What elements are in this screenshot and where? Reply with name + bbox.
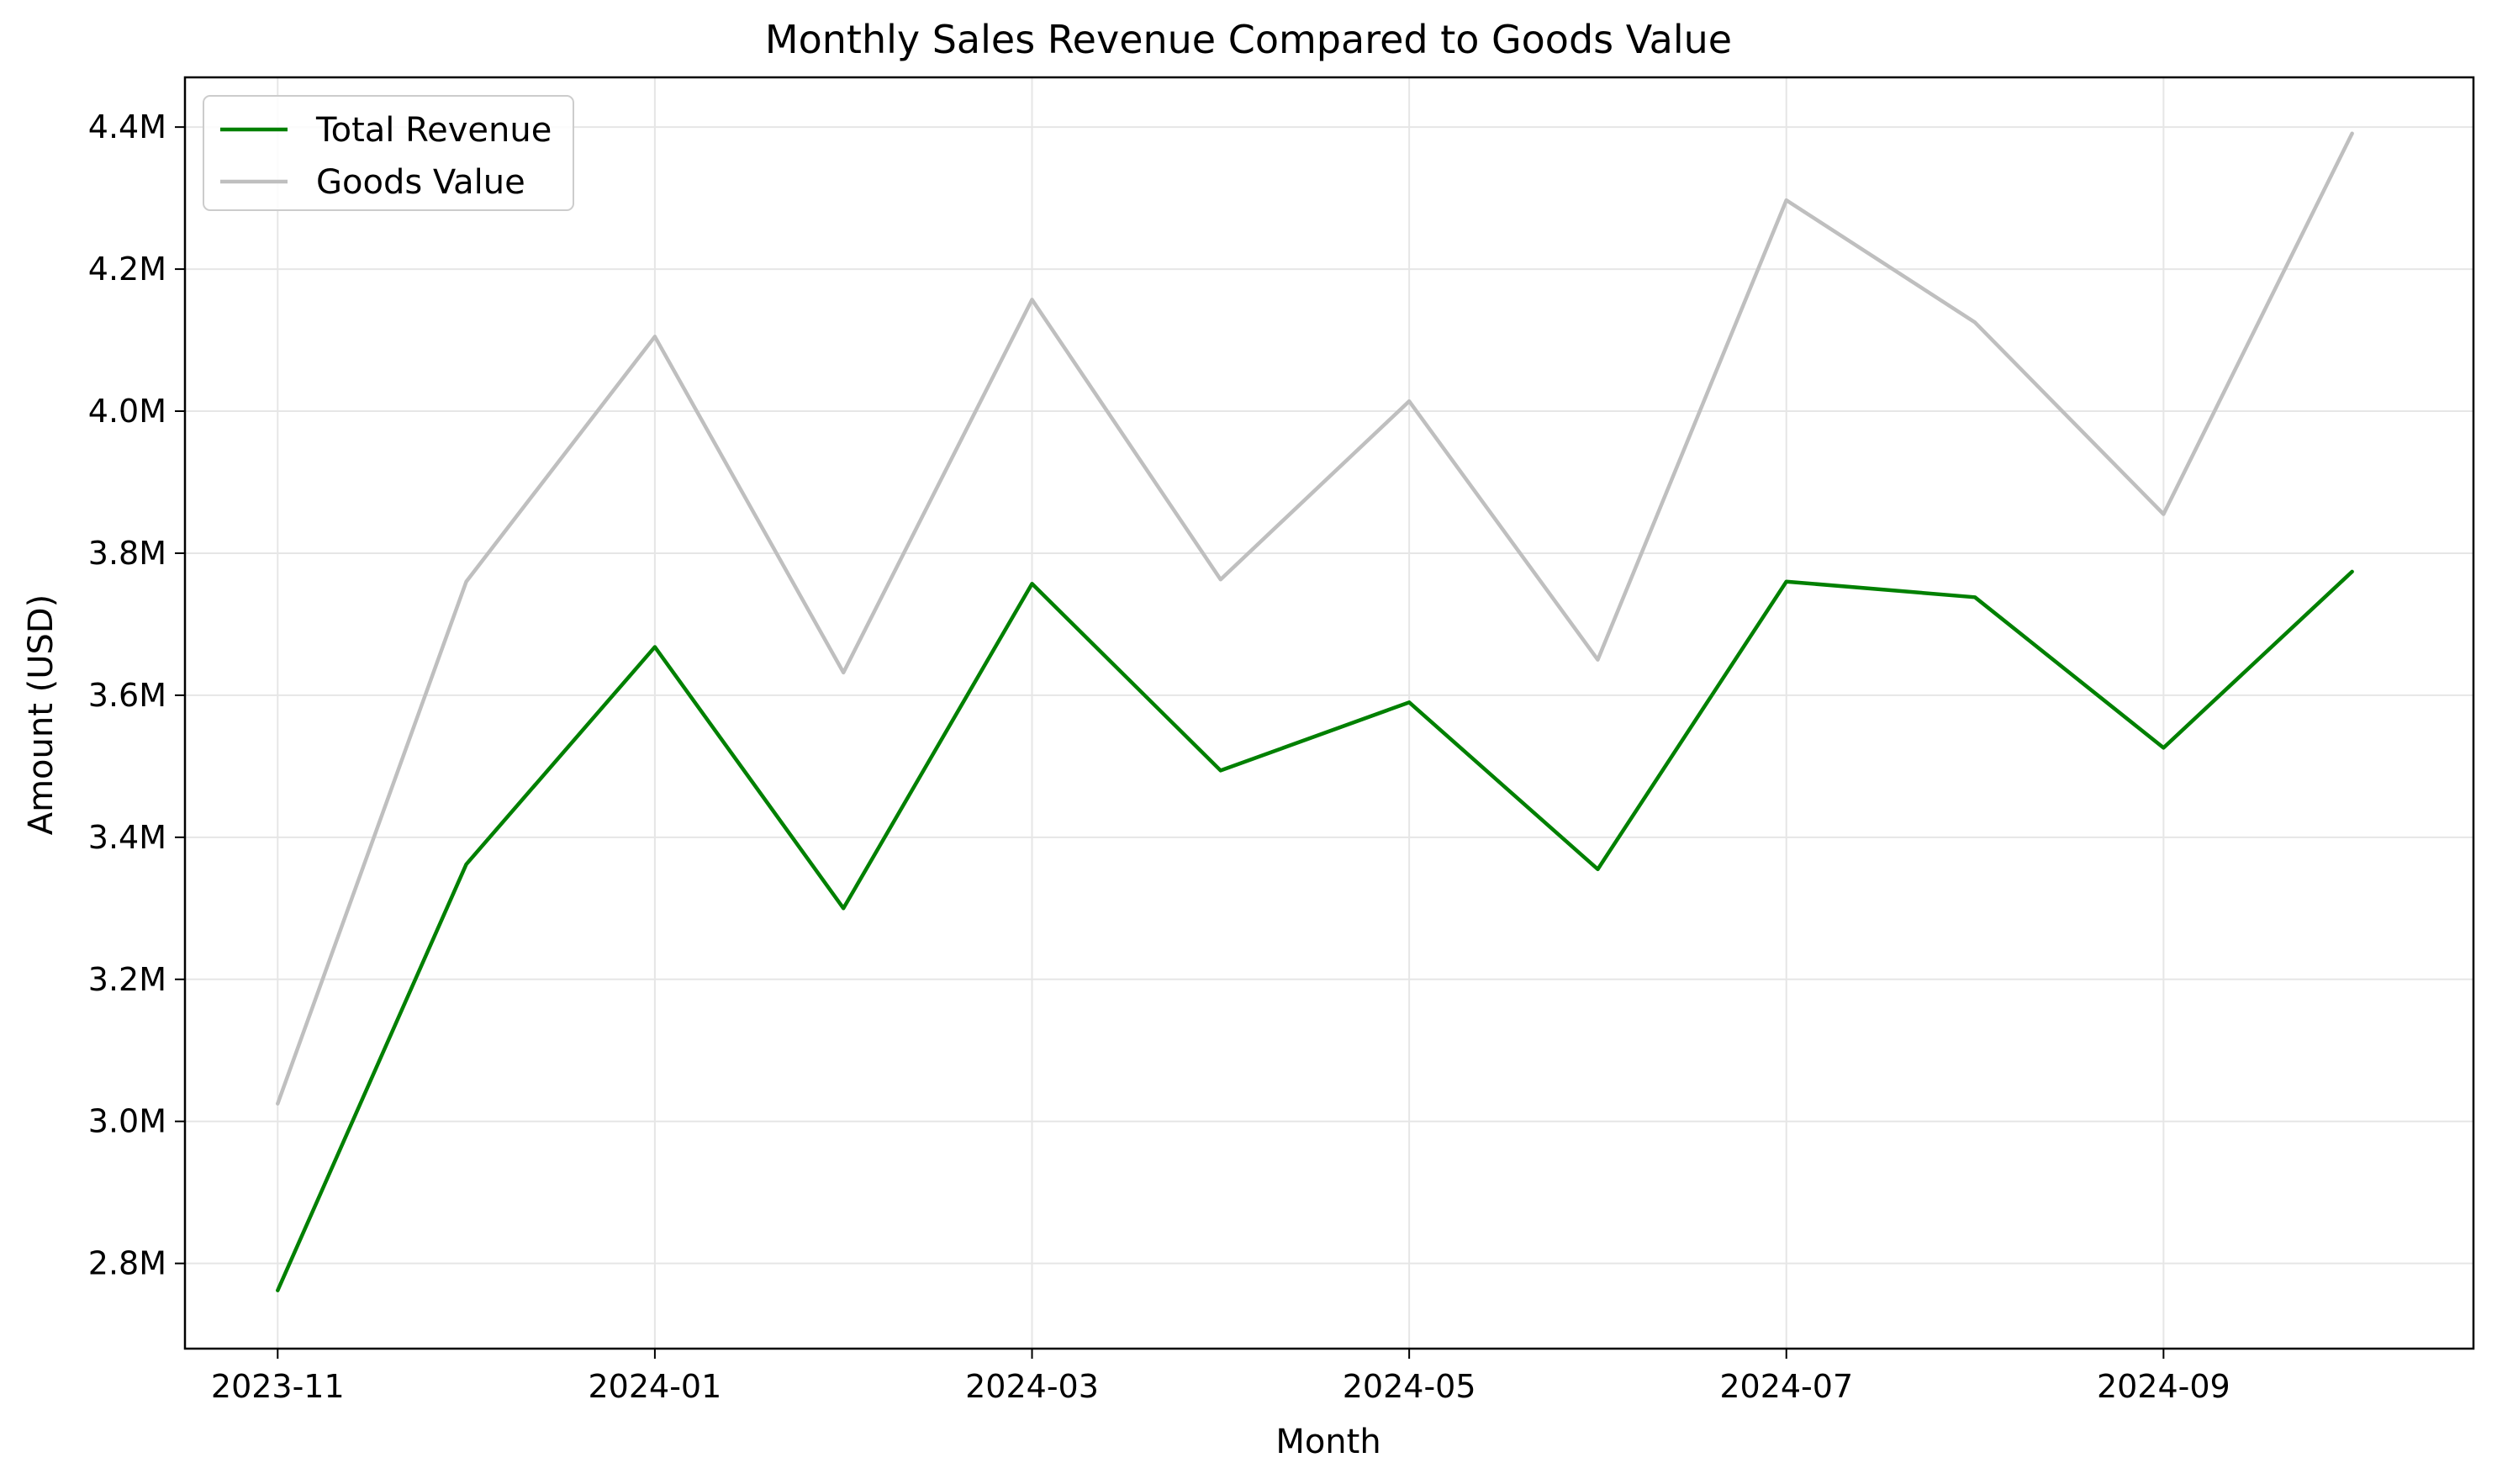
x-tick-label: 2023-11 bbox=[211, 1368, 345, 1405]
chart-title: Monthly Sales Revenue Compared to Goods … bbox=[765, 17, 1732, 62]
y-tick-label: 4.2M bbox=[88, 251, 166, 288]
x-tick-label: 2024-09 bbox=[2097, 1368, 2230, 1405]
y-tick-label: 3.2M bbox=[88, 961, 166, 998]
x-tick-label: 2024-01 bbox=[589, 1368, 722, 1405]
series-line-goods-value bbox=[276, 131, 2354, 1106]
y-tick-label: 2.8M bbox=[88, 1245, 166, 1282]
ticks-layer: 2.8M 3.0M 3.2M 3.4M 3.6M 3.8M 4.0M 4.2M 4.4M 2023… bbox=[88, 108, 2230, 1405]
legend-label: Goods Value bbox=[316, 163, 525, 202]
x-tick-label: 2024-05 bbox=[1343, 1368, 1476, 1405]
legend-label: Total Revenue bbox=[315, 111, 552, 150]
x-axis-label: Month bbox=[1275, 1423, 1380, 1461]
x-tick-label: 2024-07 bbox=[1719, 1368, 1853, 1405]
legend-box bbox=[203, 95, 574, 211]
y-tick-label: 4.4M bbox=[88, 108, 166, 145]
y-tick-label: 3.6M bbox=[88, 677, 166, 714]
y-tick-label: 4.0M bbox=[88, 393, 166, 430]
legend: Total Revenue Goods Value bbox=[203, 95, 574, 211]
y-tick-label: 3.0M bbox=[88, 1103, 166, 1140]
x-tick-label: 2024-03 bbox=[965, 1368, 1099, 1405]
y-tick-label: 3.8M bbox=[88, 535, 166, 572]
series-layer bbox=[276, 131, 2354, 1292]
y-axis-label: Amount (USD) bbox=[22, 594, 61, 836]
y-tick-label: 3.4M bbox=[88, 819, 166, 856]
grid-layer bbox=[185, 77, 2473, 1349]
plot-frame bbox=[183, 76, 2475, 1350]
series-line-total-revenue bbox=[276, 569, 2354, 1292]
